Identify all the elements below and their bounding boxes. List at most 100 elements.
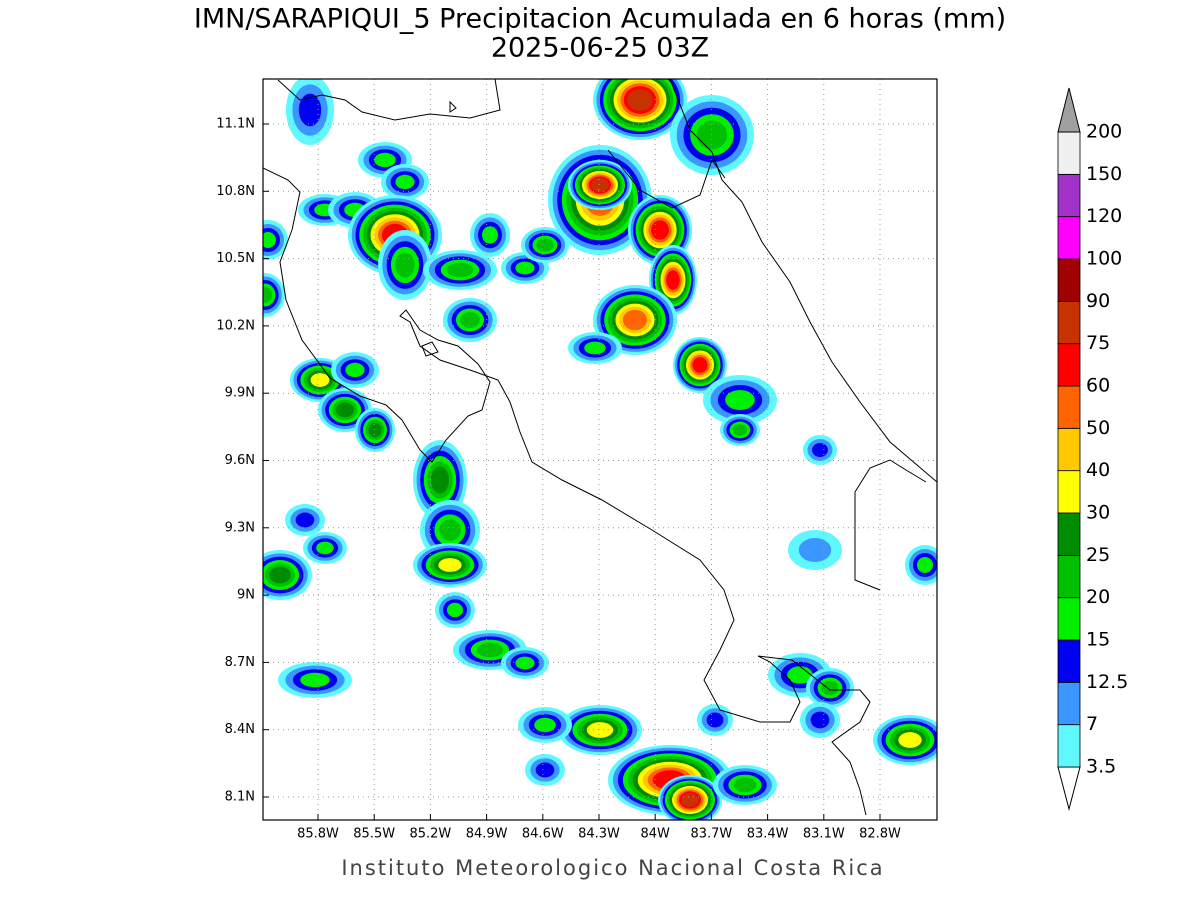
precip-cell [368, 422, 382, 438]
coastlines [263, 79, 937, 816]
precip-cell [732, 424, 748, 436]
lon-label: 84.6W [522, 827, 564, 842]
colorbar-box [1057, 131, 1081, 175]
lat-label: 9.3N [225, 520, 255, 535]
colorbar-over [1057, 87, 1081, 133]
colorbar-label: 15 [1086, 629, 1110, 651]
lat-label: 10.5N [216, 251, 255, 266]
lon-label: 83.1W [803, 827, 845, 842]
lat-label: 8.4N [225, 722, 255, 737]
colorbar-under [1057, 766, 1081, 811]
precip-cell [438, 558, 462, 572]
lat-label: 8.1N [225, 790, 255, 805]
precip-cell [536, 238, 554, 252]
colorbar-label: 7 [1086, 713, 1098, 735]
colorbar-box [1057, 173, 1081, 218]
precip-cell [692, 357, 708, 373]
precip-cell [447, 602, 463, 618]
colorbar-box [1057, 300, 1081, 345]
precip-cell [482, 226, 498, 244]
lat-label: 11.1N [216, 117, 255, 132]
precip-cell [591, 178, 609, 192]
colorbar-box [1057, 597, 1081, 641]
precip-cell [696, 120, 728, 150]
precip-cell [584, 341, 606, 355]
precip-cell [316, 541, 334, 555]
precip-cell [898, 732, 922, 748]
lon-label: 85.5W [353, 827, 395, 842]
precip-cell [431, 466, 449, 494]
lat-label: 9.9N [225, 386, 255, 401]
lon-label: 82.8W [859, 827, 901, 842]
lon-label: 83.7W [690, 827, 732, 842]
precip-cell [263, 232, 276, 248]
lon-label: 84.3W [578, 827, 620, 842]
lat-label: 8.7N [225, 655, 255, 670]
precip-cell [681, 793, 699, 807]
colorbar-label: 3.5 [1086, 756, 1116, 778]
colorbar-label: 75 [1086, 332, 1110, 354]
precip-cell [651, 220, 669, 240]
lon-label: 85.8W [297, 827, 339, 842]
precip-cell [460, 312, 480, 328]
precip-cell [535, 762, 555, 778]
precip-cell [821, 680, 839, 696]
colorbar-label: 200 [1086, 121, 1122, 143]
precip-cell [787, 666, 813, 684]
precip-cell [534, 717, 556, 733]
precip-cell [810, 711, 830, 729]
colorbar: 3.5 7 12.5 15 20 25 30 40 50 60 75 90 100 120 150 200 [1057, 87, 1128, 811]
colorbar-box [1057, 385, 1081, 429]
precip-cell [439, 519, 461, 541]
colorbar-box [1057, 427, 1081, 472]
map-frame [262, 78, 938, 821]
colorbar-box [1057, 470, 1081, 514]
precip-cell [263, 287, 273, 303]
precipitation-field [263, 79, 937, 820]
colorbar-box [1057, 343, 1081, 387]
colorbar-box [1057, 258, 1081, 302]
precip-cell [917, 557, 933, 573]
colorbar-box [1057, 216, 1081, 260]
precip-cell [310, 373, 330, 387]
precip-cell [446, 262, 474, 278]
precip-cell [336, 402, 354, 418]
map-title: IMN/SARAPIQUI_5 Precipitacion Acumulada … [194, 4, 1006, 35]
colorbar-label: 150 [1086, 163, 1122, 185]
map-subtitle: 2025-06-25 03Z [491, 33, 709, 64]
lat-label: 10.2N [216, 318, 255, 333]
colorbar-label: 40 [1086, 459, 1110, 481]
precip-cell [345, 362, 365, 378]
colorbar-label: 90 [1086, 290, 1110, 312]
colorbar-label: 50 [1086, 417, 1110, 439]
lon-label: 84.9W [466, 827, 508, 842]
precip-cell [298, 93, 322, 127]
lon-label: 84W [640, 827, 670, 842]
precip-cell [666, 270, 680, 290]
footer: Instituto Meteorologico Nacional Costa R… [341, 856, 884, 880]
colorbar-label: 60 [1086, 375, 1110, 397]
precip-cell [374, 152, 396, 168]
colorbar-box [1057, 724, 1081, 768]
lon-label: 85.2W [409, 827, 451, 842]
precip-cell [300, 672, 330, 688]
precip-cell [295, 512, 315, 528]
colorbar-label: 12.5 [1086, 671, 1128, 693]
precip-cell [395, 252, 415, 278]
precip-cell [586, 722, 614, 738]
colorbar-label: 30 [1086, 502, 1110, 524]
precip-cell [395, 174, 415, 190]
colorbar-label: 100 [1086, 248, 1122, 270]
precip-cell [725, 390, 755, 410]
precip-cell [476, 642, 504, 658]
precip-cell [627, 89, 653, 111]
precip-cell [812, 443, 828, 457]
lon-label: 83.4W [747, 827, 789, 842]
grid: 85.8W 85.5W 85.2W 84.9W 84.6W 84.3W 84W 83.7W 83… [216, 79, 937, 842]
colorbar-label: 25 [1086, 544, 1110, 566]
colorbar-box [1057, 512, 1081, 556]
colorbar-box [1057, 554, 1081, 599]
colorbar-box [1057, 639, 1081, 683]
precip-cell [269, 566, 291, 584]
precip-cell [798, 538, 832, 562]
